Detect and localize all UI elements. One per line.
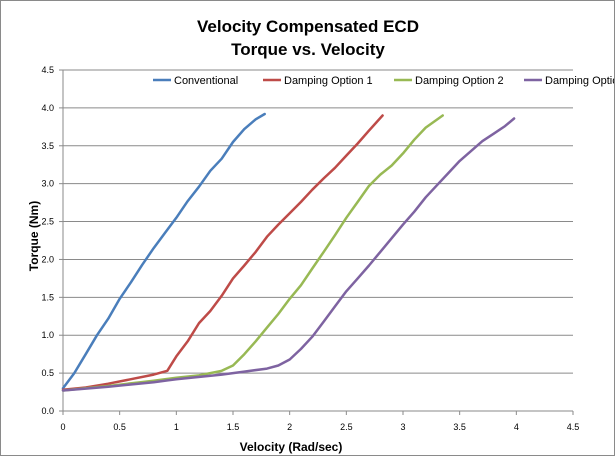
y-tick-label: 2.0 bbox=[41, 254, 54, 264]
series-line-damping-option-3 bbox=[61, 117, 516, 392]
series-line-conventional bbox=[61, 112, 266, 390]
x-tick-label: 0 bbox=[60, 422, 65, 432]
y-tick-label: 3.0 bbox=[41, 179, 54, 189]
legend-label-damping-option-3: Damping Option 3 bbox=[545, 75, 614, 87]
x-tick-label: 2.5 bbox=[340, 422, 353, 432]
y-tick-label: 2.5 bbox=[41, 217, 54, 227]
x-tick-label: 2 bbox=[287, 422, 292, 432]
legend-label-damping-option-1: Damping Option 1 bbox=[284, 75, 373, 87]
y-tick-label: 4.5 bbox=[41, 65, 54, 75]
y-tick-label: 4.0 bbox=[41, 103, 54, 113]
x-axis-title: Velocity (Rad/sec) bbox=[240, 440, 343, 454]
x-tick-label: 3 bbox=[400, 422, 405, 432]
legend-label-damping-option-2: Damping Option 2 bbox=[415, 75, 504, 87]
y-tick-label: 1.0 bbox=[41, 330, 54, 340]
y-axis-title: Torque (Nm) bbox=[27, 201, 41, 271]
series-lines bbox=[61, 112, 516, 392]
x-tick-label: 1.5 bbox=[227, 422, 240, 432]
y-tick-label: 0.5 bbox=[41, 368, 54, 378]
y-tick-label: 1.5 bbox=[41, 292, 54, 302]
x-tick-label: 0.5 bbox=[113, 422, 126, 432]
series-line-damping-option-2 bbox=[61, 114, 444, 392]
x-tick-label: 1 bbox=[174, 422, 179, 432]
y-tick-label: 3.5 bbox=[41, 141, 54, 151]
y-tick-label: 0.0 bbox=[41, 406, 54, 416]
series-line-damping-option-1 bbox=[61, 114, 384, 392]
chart-subtitle: Torque vs. Velocity bbox=[231, 40, 385, 59]
x-tick-label: 3.5 bbox=[453, 422, 466, 432]
tick-labels: 0.0 0.5 1.0 1.5 2.0 2.5 3.0 3.5 4.0 4.5 0 0.5 1 1.5 2 2… bbox=[41, 65, 579, 432]
axes bbox=[59, 69, 574, 415]
x-tick-label: 4.5 bbox=[567, 422, 580, 432]
chart-title: Velocity Compensated ECD bbox=[197, 17, 419, 36]
legend: Conventional Damping Option 1 Damping Opti… bbox=[153, 75, 614, 87]
x-tick-label: 4 bbox=[514, 422, 519, 432]
legend-label-conventional: Conventional bbox=[174, 75, 238, 87]
